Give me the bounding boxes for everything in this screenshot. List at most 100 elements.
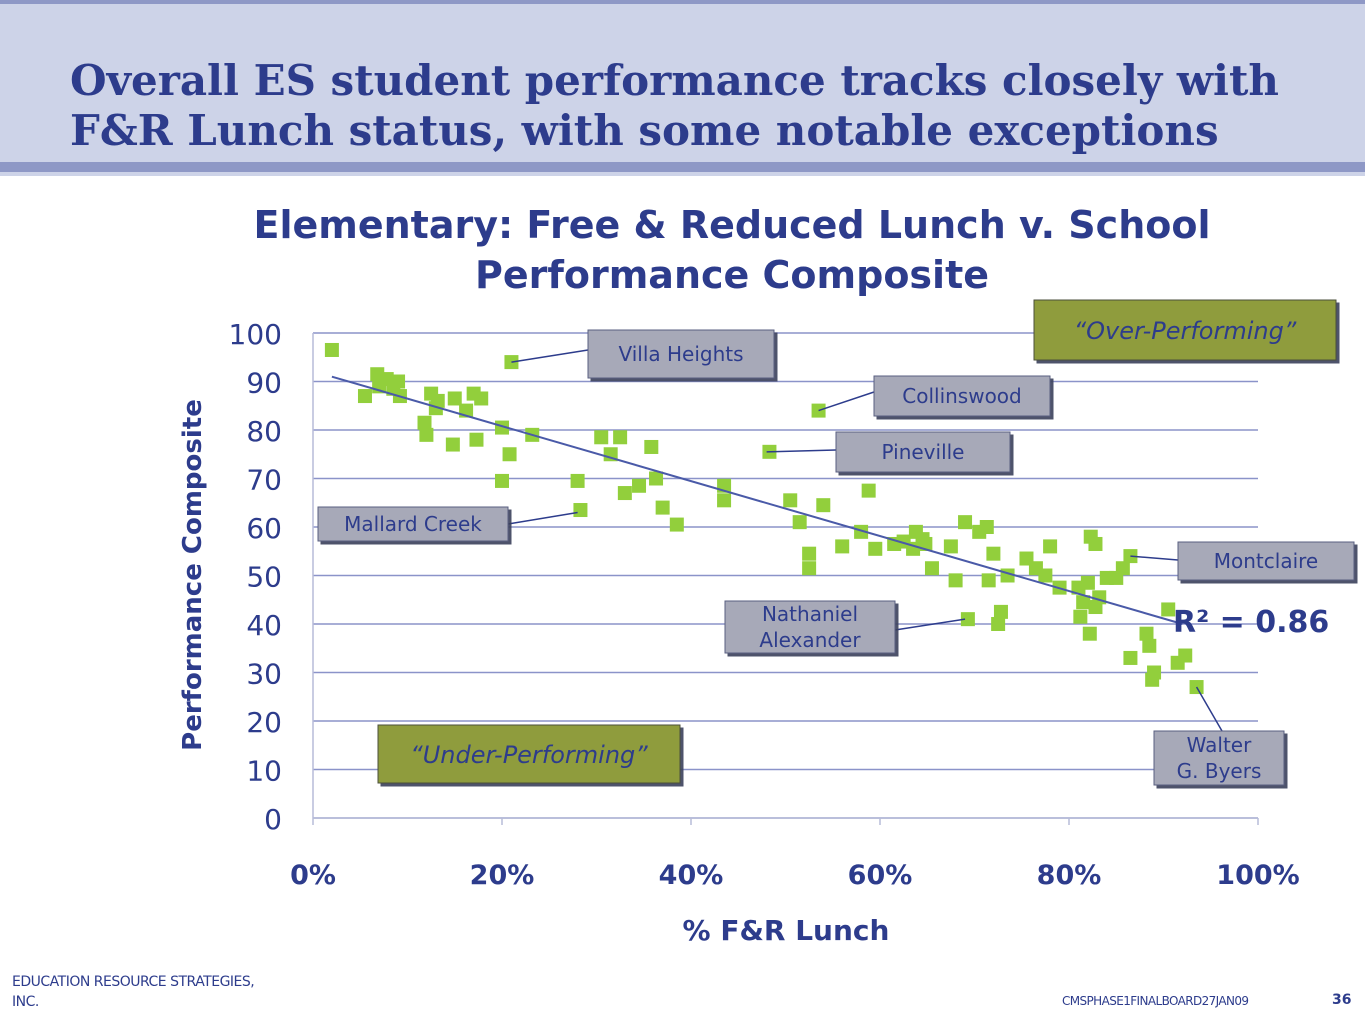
x-tick-label: 100% [1216,860,1299,891]
data-point [1115,561,1130,576]
callout-box [835,431,1011,473]
x-tick-label: 40% [659,860,724,891]
callout-box [724,600,896,654]
trendline-line [331,375,1183,625]
data-point [993,604,1008,619]
x-tick-label: 0% [290,860,336,891]
y-tick-label: 100 [229,318,282,351]
y-tick-label: 70 [246,464,282,497]
data-point [979,520,994,534]
data-point [1139,626,1154,641]
data-point [958,515,973,530]
callout-label: Mallard Creek [344,512,482,536]
data-point [854,524,869,539]
data-point [357,389,372,404]
data-point [1088,536,1103,551]
data-point [447,391,462,406]
callout-leader-line [1195,686,1223,732]
r-squared-label: R² = 0.86 [1173,605,1329,640]
data-point [960,612,975,627]
data-point [613,430,628,445]
x-tick-labels: 0% 20% 40% 60% 80% 100% [290,860,1300,891]
y-tick-labels: 0 10 20 30 40 50 60 70 80 90 100 [229,318,282,836]
data-point [502,447,517,462]
data-point [783,493,798,508]
y-tick-label: 40 [246,609,282,642]
data-point [802,561,817,576]
chart-title-line-1: Elementary: Free & Reduced Lunch v. Scho… [254,203,1211,247]
data-point [717,493,732,508]
data-point [1076,595,1091,610]
callout-leader-line [766,449,837,453]
y-tick-label: 10 [246,755,282,788]
callout-label: Nathaniel [762,602,858,626]
region-bottom-left: “Under-Performing” [377,724,681,784]
data-point [986,546,1001,561]
data-point [981,573,996,588]
data-point [1147,665,1162,680]
chart-title-line-2: Performance Composite [475,253,989,297]
region-label: “Over-Performing” [1074,317,1297,345]
data-point [324,342,339,357]
data-point [1073,609,1088,624]
x-tick-label: 80% [1037,860,1102,891]
callout-label: Collinswood [902,384,1022,408]
data-point [943,539,958,554]
data-point [469,432,484,447]
data-point [391,374,406,389]
data-point [495,473,509,488]
data-point [1038,568,1053,583]
data-point [1123,650,1138,665]
footer-organization: EDUCATION RESOURCE STRATEGIES, INC. [12,972,255,1012]
data-point [669,517,684,532]
callout-label: Alexander [759,628,861,652]
data-point [991,617,1006,631]
callout-montclaire: Montclaire [1130,541,1355,581]
annotations: Villa Heights Collinswood Pineville Mallard… [317,329,1355,786]
callout-box [1153,730,1285,786]
slide-title-line-1: Overall ES student performance tracks cl… [70,56,1279,105]
region-box [1033,299,1337,361]
data-points [324,342,1204,695]
trendline: R² = 0.86 [331,375,1329,640]
banner-bottom-rule [0,162,1365,172]
data-point [594,430,609,445]
region-labels: “Over-Performing” “Under-Performing” [377,299,1337,784]
region-label: “Under-Performing” [410,741,648,769]
page-number: 36 [1332,992,1352,1008]
title-banner: Overall ES student performance tracks cl… [0,0,1365,176]
callout-leader-line [894,618,966,631]
callout-label: Villa Heights [618,342,743,366]
data-point [802,546,817,561]
region-box [377,724,681,784]
data-point [1082,626,1097,641]
data-point [445,437,460,452]
callout-box [587,329,775,379]
data-point [1178,648,1193,663]
callout-leader-line [507,511,578,525]
region-top-right: “Over-Performing” [1033,299,1337,361]
y-tick-label: 50 [246,561,282,594]
y-tick-label: 60 [246,512,282,545]
footer-document-id: CMSPHASE1FINALBOARD27JAN09 [1062,994,1249,1008]
data-point [1043,539,1058,554]
callout-label: G. Byers [1177,759,1262,783]
callout-box [317,506,509,542]
data-point [792,515,807,530]
data-point [570,473,585,488]
data-point [816,498,831,513]
callout-mallard-creek: Mallard Creek [317,506,578,542]
y-tick-label: 80 [246,415,282,448]
callout-pineville: Pineville [766,431,1011,473]
data-point [1080,575,1095,590]
data-point [649,471,664,486]
x-tick-label: 20% [470,860,535,891]
slide-title: Overall ES student performance tracks cl… [70,56,1320,156]
callout-label: Walter [1187,733,1252,757]
data-point [419,427,434,442]
y-tick-label: 90 [246,367,282,400]
x-tick-label: 60% [848,860,913,891]
data-point [835,539,850,554]
